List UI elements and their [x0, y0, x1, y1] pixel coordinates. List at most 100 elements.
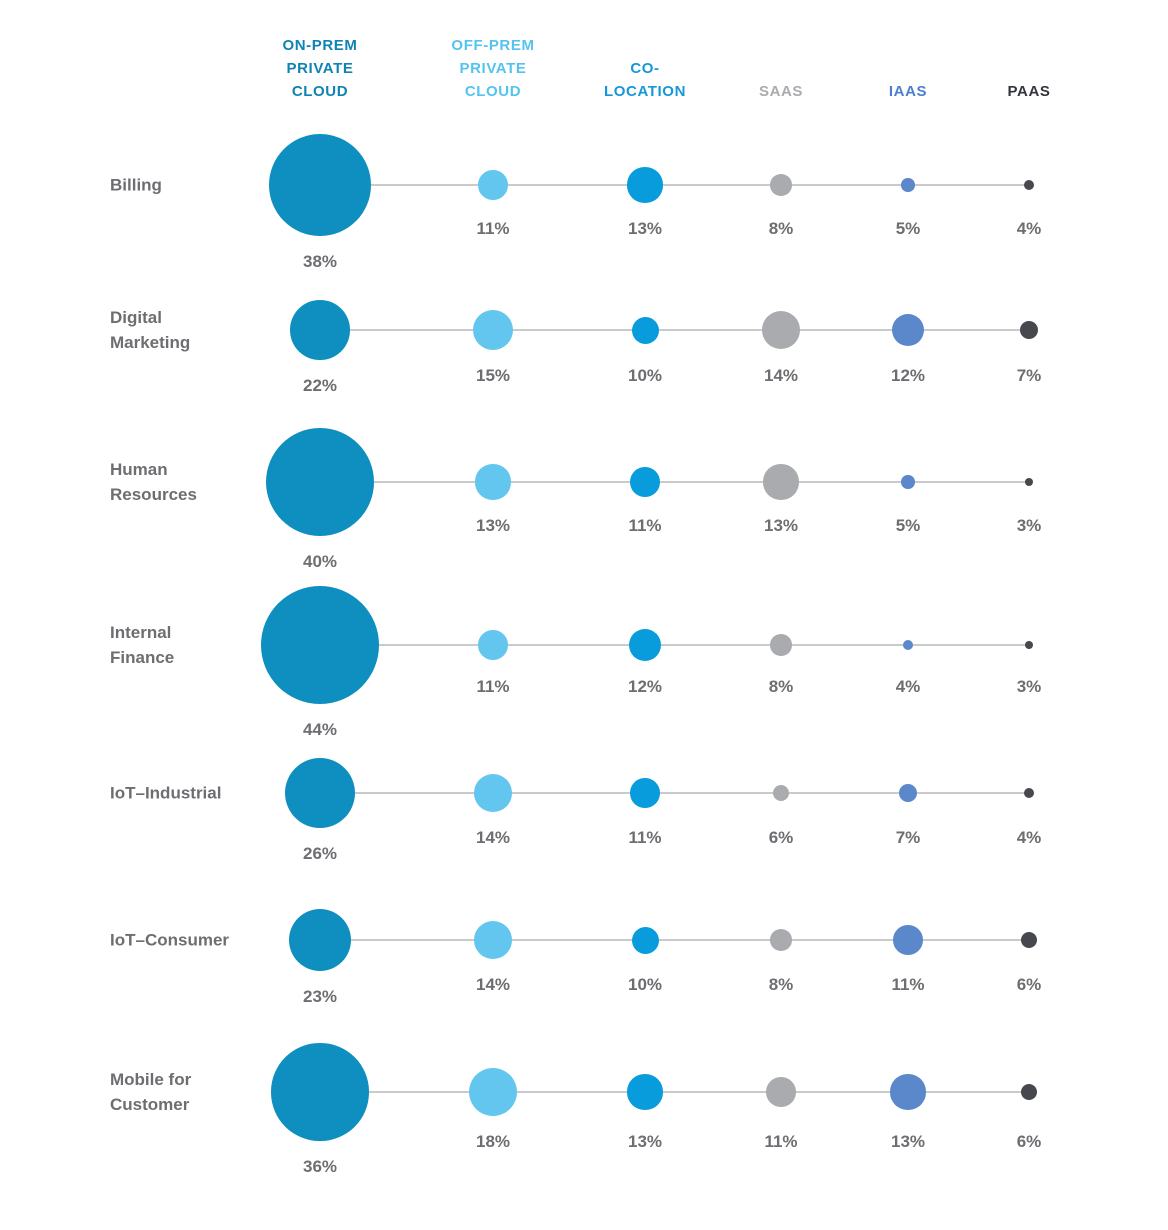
row-label-line: Human: [110, 460, 168, 479]
value-label-mobile-for-customer-co-location: 13%: [627, 1132, 663, 1152]
column-header-saas: SAAS: [759, 80, 803, 103]
value-label-digital-marketing-on-prem-private-cloud: 22%: [302, 375, 338, 395]
row-label-line: Marketing: [110, 333, 191, 352]
value-label-iot-industrial-co-location: 11%: [628, 827, 662, 847]
column-header-line: PRIVATE: [286, 60, 354, 77]
row-label-line: IoT–Consumer: [110, 930, 230, 950]
bubble-iot-industrial-on-prem-private-cloud: [284, 757, 356, 829]
value-label-human-resources-saas: 13%: [763, 515, 799, 535]
row-label-line: Digital: [110, 308, 162, 327]
value-label-iot-consumer-co-location: 10%: [627, 974, 663, 994]
bubble-mobile-for-customer-saas: [766, 1077, 796, 1107]
bubble-digital-marketing-on-prem-private-cloud: [290, 300, 350, 360]
bubble-digital-marketing-saas: [762, 311, 800, 349]
bubble-digital-marketing-paas: [1019, 320, 1039, 340]
bubble-billing-on-prem-private-cloud: [268, 133, 372, 237]
bubble-digital-marketing-off-prem-private-cloud: [472, 309, 514, 351]
value-label-digital-marketing-off-prem-private-cloud: 15%: [475, 366, 511, 386]
connector-line-human-resources: [320, 481, 1029, 483]
value-label-iot-consumer-paas: 6%: [1016, 974, 1042, 994]
bubble-iot-industrial-off-prem-private-cloud: [474, 774, 512, 812]
bubble-iot-consumer-co-location: [631, 926, 659, 954]
bubble-iot-consumer-iaas: [893, 925, 923, 955]
bubble-internal-finance-co-location: [628, 628, 662, 662]
row-label-line: Billing: [110, 175, 162, 195]
bubble-mobile-for-customer-paas: [1020, 1083, 1038, 1101]
column-header-on-prem-private-cloud: ON-PREM PRIVATE CLOUD: [282, 34, 357, 103]
value-label-internal-finance-co-location: 12%: [627, 677, 663, 697]
value-label-digital-marketing-saas: 14%: [763, 366, 799, 386]
bubble-mobile-for-customer-off-prem-private-cloud: [468, 1067, 518, 1117]
column-header-line: PAAS: [1007, 83, 1051, 100]
value-label-mobile-for-customer-paas: 6%: [1016, 1132, 1042, 1152]
column-header-iaas: IAAS: [889, 80, 927, 103]
value-label-iot-consumer-iaas: 11%: [891, 974, 925, 994]
value-label-internal-finance-iaas: 4%: [895, 677, 921, 697]
value-label-internal-finance-saas: 8%: [768, 677, 794, 697]
value-label-mobile-for-customer-iaas: 13%: [890, 1132, 926, 1152]
bubble-human-resources-paas: [1024, 477, 1034, 487]
value-label-billing-saas: 8%: [768, 218, 794, 238]
value-label-billing-co-location: 13%: [627, 218, 663, 238]
value-label-iot-industrial-iaas: 7%: [895, 827, 921, 847]
bubble-digital-marketing-co-location: [631, 316, 659, 344]
value-label-human-resources-co-location: 11%: [628, 515, 662, 535]
row-label-line: Internal: [110, 623, 172, 642]
column-header-line: PRIVATE: [459, 60, 527, 77]
bubble-mobile-for-customer-on-prem-private-cloud: [271, 1043, 369, 1141]
value-label-iot-industrial-saas: 6%: [768, 827, 794, 847]
value-label-iot-consumer-off-prem-private-cloud: 14%: [475, 974, 511, 994]
value-label-billing-iaas: 5%: [895, 218, 921, 238]
connector-line-iot-consumer: [320, 939, 1029, 941]
connector-line-mobile-for-customer: [320, 1091, 1029, 1093]
bubble-iot-industrial-co-location: [630, 778, 660, 808]
value-label-internal-finance-paas: 3%: [1016, 677, 1042, 697]
row-label-line: Finance: [110, 648, 175, 667]
bubble-iot-industrial-saas: [772, 784, 790, 802]
row-label-mobile-for-customer: Mobile for Customer: [110, 1067, 191, 1117]
column-header-line: CO-: [630, 60, 660, 77]
bubble-billing-co-location: [627, 167, 663, 203]
row-label-human-resources: Human Resources: [110, 457, 197, 507]
column-header-line: IAAS: [888, 83, 928, 100]
row-label-line: Mobile for: [110, 1070, 192, 1089]
bubble-internal-finance-on-prem-private-cloud: [260, 585, 380, 705]
connector-line-digital-marketing: [320, 329, 1029, 331]
column-header-line: LOCATION: [603, 83, 687, 100]
bubble-internal-finance-saas: [770, 634, 792, 656]
connector-line-billing: [320, 184, 1029, 186]
bubble-billing-saas: [770, 174, 792, 196]
column-header-line: ON-PREM: [282, 37, 358, 54]
value-label-iot-consumer-on-prem-private-cloud: 23%: [302, 987, 338, 1007]
value-label-digital-marketing-iaas: 12%: [890, 366, 926, 386]
row-label-iot-consumer: IoT–Consumer: [110, 928, 229, 953]
bubble-internal-finance-iaas: [902, 639, 914, 651]
value-label-internal-finance-off-prem-private-cloud: 11%: [476, 677, 510, 697]
bubble-human-resources-off-prem-private-cloud: [475, 464, 511, 500]
bubble-human-resources-co-location: [630, 467, 660, 497]
row-label-line: IoT–Industrial: [110, 783, 222, 803]
value-label-mobile-for-customer-off-prem-private-cloud: 18%: [475, 1132, 511, 1152]
value-label-human-resources-on-prem-private-cloud: 40%: [302, 552, 338, 571]
bubble-iot-industrial-iaas: [898, 783, 918, 803]
row-label-digital-marketing: Digital Marketing: [110, 305, 190, 355]
column-header-off-prem-private-cloud: OFF-PREM PRIVATE CLOUD: [451, 34, 534, 103]
bubble-billing-off-prem-private-cloud: [478, 170, 508, 200]
column-header-line: CLOUD: [464, 83, 522, 100]
value-label-iot-consumer-saas: 8%: [768, 974, 794, 994]
value-label-digital-marketing-co-location: 10%: [627, 366, 663, 386]
value-label-human-resources-off-prem-private-cloud: 13%: [475, 515, 511, 535]
value-label-billing-on-prem-private-cloud: 38%: [302, 252, 338, 272]
bubble-mobile-for-customer-iaas: [890, 1074, 926, 1110]
value-label-human-resources-iaas: 5%: [895, 515, 921, 535]
value-label-internal-finance-on-prem-private-cloud: 44%: [302, 720, 338, 740]
bubble-billing-iaas: [901, 178, 915, 192]
bubble-billing-paas: [1023, 179, 1035, 191]
row-label-internal-finance: Internal Finance: [110, 620, 174, 670]
value-label-iot-industrial-on-prem-private-cloud: 26%: [302, 844, 338, 864]
value-label-billing-paas: 4%: [1016, 218, 1042, 238]
bubble-human-resources-saas: [763, 464, 799, 500]
column-header-paas: PAAS: [1008, 80, 1051, 103]
column-header-line: SAAS: [758, 83, 804, 100]
